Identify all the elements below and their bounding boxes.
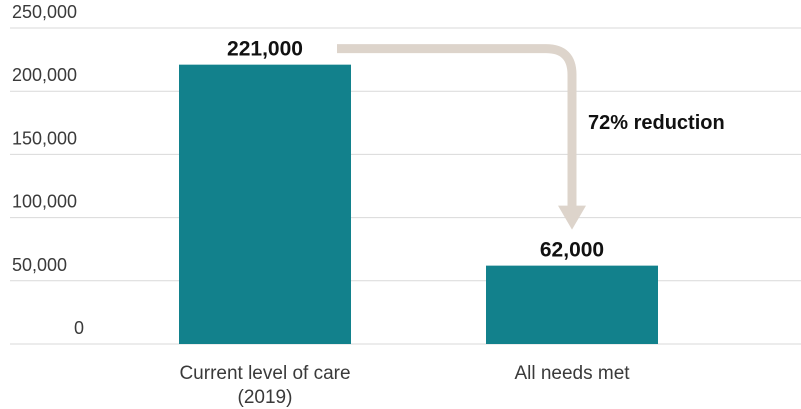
y-tick-label: 100,000 <box>12 192 77 212</box>
bars <box>179 64 658 344</box>
data-label: 221,000 <box>227 38 303 61</box>
y-tick-label: 250,000 <box>12 2 77 22</box>
data-labels: 221,000 62,000 <box>227 38 604 262</box>
category-label: All needs met <box>514 363 630 384</box>
reduction-arrow <box>337 44 586 230</box>
category-labels: Current level of care (2019) All needs met <box>179 363 630 408</box>
y-tick-label: 200,000 <box>12 65 77 85</box>
arrow-shaft <box>337 44 577 208</box>
y-tick-label: 50,000 <box>12 255 67 275</box>
y-tick-label: 150,000 <box>12 128 77 148</box>
reduction-annotation: 72% reduction <box>588 112 725 134</box>
category-label: Current level of care (2019) <box>179 363 350 408</box>
bar <box>179 64 351 344</box>
y-tick-label: 0 <box>74 318 84 338</box>
arrow-head <box>558 205 586 230</box>
gridlines <box>10 27 801 345</box>
bar <box>486 265 658 344</box>
y-axis-tick-labels: 0 50,000 100,000 150,000 200,000 250,000 <box>12 2 84 338</box>
data-label: 62,000 <box>540 239 604 262</box>
